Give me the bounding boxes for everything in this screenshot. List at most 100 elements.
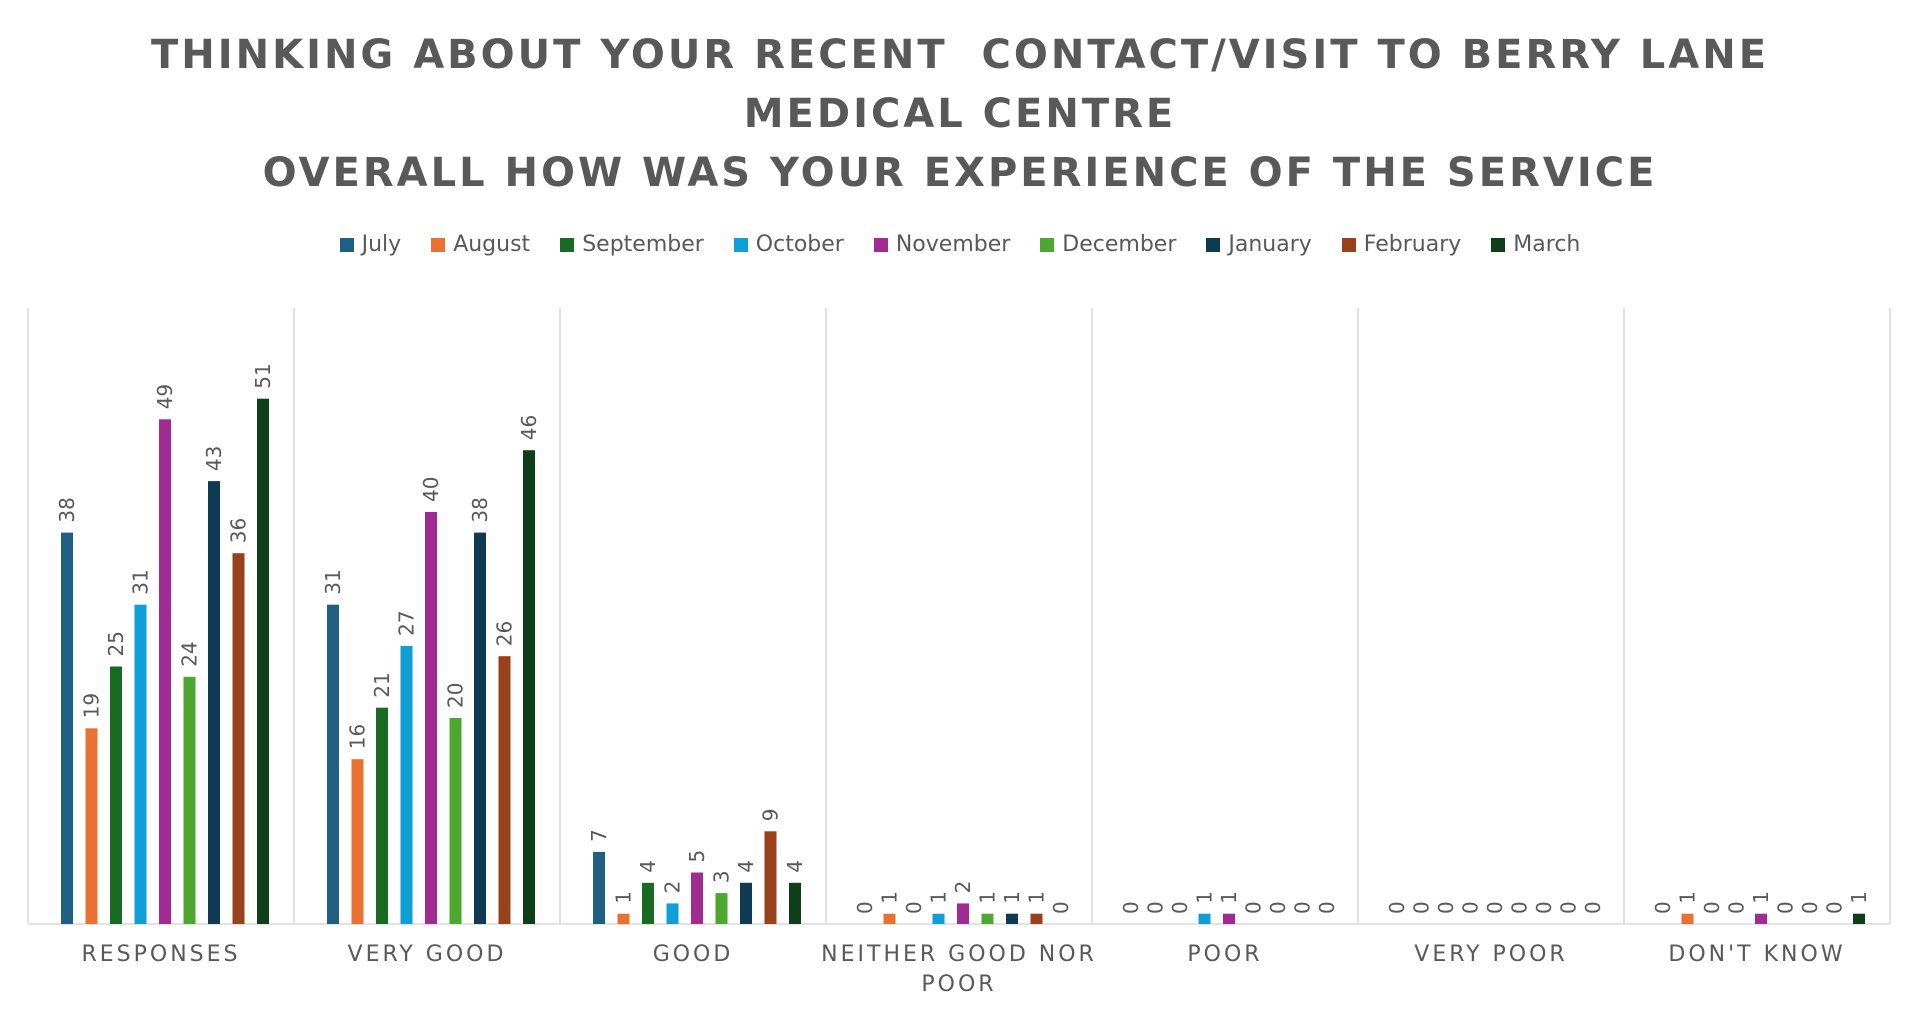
data-label: 0 — [1774, 901, 1798, 914]
bar-march-1 — [523, 450, 535, 924]
data-label: 24 — [178, 641, 202, 666]
legend-swatch — [560, 237, 575, 252]
data-label: 1 — [927, 891, 951, 904]
legend-item-february: February — [1341, 232, 1462, 257]
bar-july-1 — [327, 604, 339, 924]
data-label: 1 — [1193, 891, 1217, 904]
bar-december-1 — [449, 718, 462, 924]
legend-label: December — [1062, 232, 1177, 257]
data-label: 0 — [1315, 901, 1339, 914]
legend-label: February — [1363, 232, 1462, 257]
data-label: 1 — [1025, 891, 1049, 904]
data-label: 21 — [370, 672, 394, 697]
category-label: NEITHER GOOD NOR — [821, 942, 1097, 967]
data-label: 0 — [1459, 901, 1483, 914]
bar-august-0 — [85, 728, 98, 924]
data-label: 26 — [493, 621, 517, 646]
chart-legend: July August September October November Decemb… — [0, 232, 1920, 257]
legend-item-september: September — [560, 232, 704, 257]
bar-august-3 — [883, 913, 896, 924]
data-label: 1 — [878, 891, 902, 904]
data-label: 43 — [202, 446, 226, 471]
data-label: 25 — [104, 631, 128, 656]
data-label: 0 — [1651, 901, 1675, 914]
data-label: 2 — [951, 881, 975, 894]
chart-title: THINKING ABOUT YOUR RECENT CONTACT/VISIT… — [0, 26, 1920, 203]
data-label: 40 — [419, 477, 443, 502]
bar-january-2 — [740, 882, 752, 924]
data-label: 0 — [853, 901, 877, 914]
data-label: 4 — [636, 860, 660, 873]
data-label: 2 — [661, 881, 685, 894]
legend-item-january: January — [1206, 232, 1312, 257]
bar-february-0 — [232, 553, 245, 924]
data-label: 0 — [1434, 901, 1458, 914]
data-label: 9 — [759, 809, 783, 822]
data-label: 0 — [1385, 901, 1409, 914]
chart-title-line-3: OVERALL HOW WAS YOUR EXPERIENCE OF THE S… — [262, 150, 1658, 196]
data-label: 0 — [902, 901, 926, 914]
bar-august-2 — [617, 913, 630, 924]
category-label: POOR — [921, 972, 996, 997]
chart-title-line-1: THINKING ABOUT YOUR RECENT CONTACT/VISIT… — [150, 32, 1770, 78]
data-label: 0 — [1725, 901, 1749, 914]
data-label: 1 — [612, 891, 636, 904]
bar-october-3 — [932, 913, 945, 924]
bar-december-3 — [981, 913, 994, 924]
data-label: 46 — [517, 415, 541, 440]
chart-title-line-2: MEDICAL CENTRE — [743, 91, 1177, 137]
legend-item-december: December — [1040, 232, 1176, 257]
data-label: 7 — [587, 829, 611, 842]
data-label: 31 — [129, 569, 153, 594]
bar-november-4 — [1223, 913, 1235, 924]
data-label: 0 — [1144, 901, 1168, 914]
bar-september-2 — [642, 882, 654, 924]
bar-february-1 — [498, 656, 511, 924]
legend-swatch — [873, 237, 888, 252]
data-label: 0 — [1823, 901, 1847, 914]
data-label: 16 — [346, 724, 370, 749]
data-label: 1 — [1676, 891, 1700, 904]
bar-march-0 — [257, 398, 269, 924]
bar-september-1 — [376, 707, 388, 924]
data-label: 36 — [227, 518, 251, 543]
data-label: 49 — [153, 384, 177, 409]
data-label: 0 — [1410, 901, 1434, 914]
data-label: 0 — [1700, 901, 1724, 914]
legend-label: October — [755, 232, 844, 257]
data-label: 0 — [1508, 901, 1532, 914]
bar-july-0 — [61, 532, 73, 924]
data-label: 51 — [251, 363, 275, 388]
data-label: 0 — [1483, 901, 1507, 914]
legend-item-march: March — [1491, 232, 1580, 257]
data-label: 19 — [80, 693, 104, 718]
legend-label: August — [453, 232, 531, 257]
legend-swatch — [1491, 237, 1506, 252]
legend-swatch — [1206, 237, 1221, 252]
bar-october-2 — [666, 903, 679, 924]
data-label: 1 — [1217, 891, 1241, 904]
data-label: 0 — [1532, 901, 1556, 914]
bar-november-6 — [1755, 913, 1767, 924]
data-label: 0 — [1291, 901, 1315, 914]
bar-january-3 — [1006, 913, 1018, 924]
legend-item-october: October — [733, 232, 844, 257]
legend-label: September — [582, 232, 704, 257]
legend-swatch — [733, 237, 748, 252]
bar-october-1 — [400, 645, 413, 924]
bar-august-1 — [351, 759, 364, 924]
data-label: 20 — [444, 683, 468, 708]
data-label: 5 — [685, 850, 709, 863]
data-label: 3 — [710, 870, 734, 883]
category-label: VERY POOR — [1414, 942, 1567, 967]
data-label: 0 — [1798, 901, 1822, 914]
legend-swatch — [431, 237, 446, 252]
bar-november-1 — [425, 512, 437, 924]
data-label: 1 — [976, 891, 1000, 904]
data-label: 27 — [395, 610, 419, 635]
data-label: 0 — [1168, 901, 1192, 914]
data-label: 0 — [1242, 901, 1266, 914]
bar-september-0 — [110, 666, 122, 924]
